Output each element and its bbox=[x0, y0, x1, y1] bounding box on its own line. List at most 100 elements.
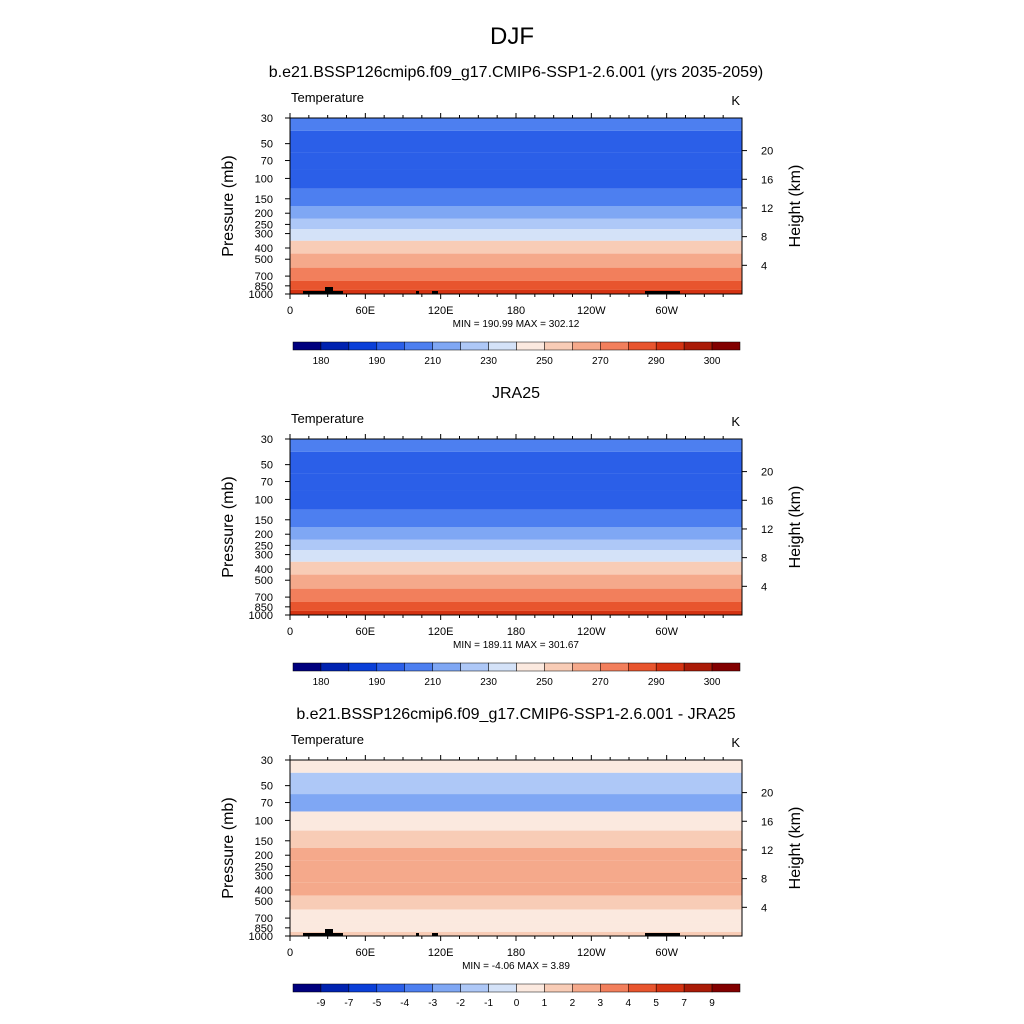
colorbar-label: 290 bbox=[648, 356, 665, 367]
colorbar-label: 5 bbox=[653, 998, 659, 1009]
colorbar-swatch bbox=[320, 662, 350, 672]
field-band bbox=[290, 130, 742, 153]
field-band bbox=[290, 253, 742, 268]
colorbar-swatch bbox=[320, 983, 350, 993]
y-tick-label: 400 bbox=[255, 564, 273, 576]
colorbar-swatch bbox=[292, 341, 322, 351]
topography-mask bbox=[303, 933, 343, 936]
colorbar-swatch bbox=[655, 983, 685, 993]
y-tick-label: 400 bbox=[255, 885, 273, 897]
colorbar-swatch bbox=[488, 341, 517, 351]
y-tick-label: 30 bbox=[261, 113, 273, 125]
colorbar-label: -5 bbox=[372, 998, 381, 1009]
colorbar-label: -1 bbox=[484, 998, 493, 1009]
y-tick-label: 700 bbox=[255, 913, 273, 925]
y2-axis-title: Height (km) bbox=[787, 165, 804, 248]
field-band bbox=[290, 240, 742, 254]
variable-label: Temperature bbox=[291, 732, 364, 747]
colorbar-label: 0 bbox=[514, 998, 520, 1009]
shaded-field bbox=[290, 760, 742, 936]
colorbar-label: -2 bbox=[456, 998, 465, 1009]
colorbar-label: -9 bbox=[316, 998, 325, 1009]
colorbar-swatch bbox=[544, 662, 573, 672]
colorbar-swatch bbox=[320, 341, 350, 351]
colorbar-label: 270 bbox=[592, 677, 609, 688]
y-tick-label: 500 bbox=[255, 254, 273, 266]
field-band bbox=[290, 439, 742, 452]
y2-tick-label: 20 bbox=[761, 788, 773, 800]
field-band bbox=[290, 772, 742, 795]
colorbar-label: 9 bbox=[709, 998, 715, 1009]
y-tick-label: 850 bbox=[255, 602, 273, 614]
field-band bbox=[290, 118, 742, 131]
colorbar-swatch bbox=[600, 983, 629, 993]
y-tick-label: 400 bbox=[255, 243, 273, 255]
colorbar-swatch bbox=[292, 983, 322, 993]
y-axis-title: Pressure (mb) bbox=[220, 476, 237, 577]
y-tick-label: 70 bbox=[261, 798, 273, 810]
field-band bbox=[290, 811, 742, 831]
colorbar-swatch bbox=[404, 983, 433, 993]
field-band bbox=[290, 473, 742, 491]
y2-tick-label: 20 bbox=[761, 467, 773, 479]
colorbar-swatch bbox=[488, 662, 517, 672]
field-band bbox=[290, 601, 742, 611]
y2-tick-label: 4 bbox=[761, 581, 767, 593]
field-band bbox=[290, 451, 742, 474]
colorbar-label: 1 bbox=[542, 998, 548, 1009]
field-band bbox=[290, 794, 742, 812]
x-tick-label: 0 bbox=[287, 626, 293, 638]
x-tick-label: 0 bbox=[287, 947, 293, 959]
x-tick-label: 120W bbox=[577, 305, 606, 317]
field-band bbox=[290, 588, 742, 602]
x-tick-label: 60E bbox=[356, 947, 376, 959]
y2-tick-label: 16 bbox=[761, 816, 773, 828]
chart-panel-1: b.e21.BSSP126cmip6.f09_g17.CMIP6-SSP1-2.… bbox=[220, 64, 804, 367]
colorbar-label: 290 bbox=[648, 677, 665, 688]
x-tick-label: 60W bbox=[655, 305, 678, 317]
shaded-field bbox=[290, 439, 742, 615]
x-tick-label: 60E bbox=[356, 305, 376, 317]
y2-axis-title: Height (km) bbox=[787, 486, 804, 569]
y-tick-label: 200 bbox=[255, 850, 273, 862]
panel-title: JRA25 bbox=[492, 385, 540, 402]
units-label: K bbox=[731, 414, 740, 429]
y-tick-label: 300 bbox=[255, 229, 273, 241]
y-tick-label: 250 bbox=[255, 219, 273, 231]
colorbar-swatch bbox=[600, 662, 629, 672]
y-tick-label: 700 bbox=[255, 592, 273, 604]
y-tick-label: 500 bbox=[255, 896, 273, 908]
colorbar-swatch bbox=[292, 662, 322, 672]
min-max-stats: MIN = -4.06 MAX = 3.89 bbox=[462, 961, 570, 972]
colorbar-label: 250 bbox=[536, 677, 553, 688]
x-tick-label: 120W bbox=[577, 947, 606, 959]
field-band bbox=[290, 169, 742, 189]
y-tick-label: 1000 bbox=[249, 610, 273, 622]
y2-tick-label: 4 bbox=[761, 902, 767, 914]
colorbar-swatch bbox=[432, 341, 461, 351]
colorbar-swatch bbox=[516, 662, 545, 672]
field-band bbox=[290, 931, 742, 936]
y-tick-label: 100 bbox=[255, 173, 273, 185]
figure-title: DJF bbox=[490, 23, 534, 50]
colorbar-swatch bbox=[572, 341, 601, 351]
y2-axis-title: Height (km) bbox=[787, 807, 804, 890]
field-band bbox=[290, 860, 742, 871]
colorbar-label: 210 bbox=[424, 356, 441, 367]
colorbar-swatch bbox=[572, 983, 601, 993]
y-tick-label: 250 bbox=[255, 540, 273, 552]
chart-panel-2: JRA25 Temperature K 0 60E 120E 180 120W 60W 30 50 7… bbox=[220, 385, 804, 688]
y-tick-label: 100 bbox=[255, 494, 273, 506]
colorbar-swatch bbox=[460, 341, 489, 351]
field-band bbox=[290, 870, 742, 883]
x-tick-label: 120W bbox=[577, 626, 606, 638]
y-tick-label: 1000 bbox=[249, 289, 273, 301]
panels: b.e21.BSSP126cmip6.f09_g17.CMIP6-SSP1-2.… bbox=[220, 64, 804, 1009]
x-tick-label: 60E bbox=[356, 626, 376, 638]
variable-label: Temperature bbox=[291, 411, 364, 426]
colorbar-swatch bbox=[711, 341, 741, 351]
colorbar-label: 7 bbox=[681, 998, 687, 1009]
y-tick-label: 150 bbox=[255, 194, 273, 206]
y-tick-label: 300 bbox=[255, 871, 273, 883]
y2-tick-label: 8 bbox=[761, 553, 767, 565]
